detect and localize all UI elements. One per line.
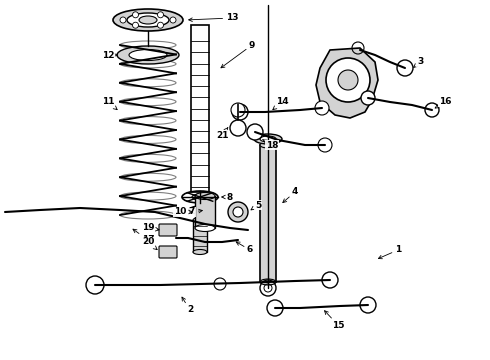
Circle shape bbox=[228, 202, 248, 222]
Circle shape bbox=[132, 22, 139, 28]
Ellipse shape bbox=[260, 142, 276, 148]
Circle shape bbox=[233, 207, 243, 217]
Ellipse shape bbox=[192, 194, 208, 200]
Polygon shape bbox=[316, 48, 378, 118]
Bar bbox=[193, 220, 207, 252]
Ellipse shape bbox=[129, 49, 167, 60]
Ellipse shape bbox=[260, 136, 276, 142]
Text: 8: 8 bbox=[221, 193, 233, 202]
Circle shape bbox=[338, 70, 358, 90]
Circle shape bbox=[425, 103, 439, 117]
Text: 21: 21 bbox=[216, 128, 228, 139]
Text: 4: 4 bbox=[283, 188, 298, 203]
Text: 6: 6 bbox=[236, 242, 253, 255]
Ellipse shape bbox=[189, 206, 211, 214]
Text: 1: 1 bbox=[378, 246, 401, 259]
Circle shape bbox=[170, 17, 176, 23]
Text: 9: 9 bbox=[221, 40, 255, 68]
Ellipse shape bbox=[195, 193, 215, 199]
Text: 20: 20 bbox=[142, 238, 157, 249]
Text: 17: 17 bbox=[133, 229, 154, 244]
Ellipse shape bbox=[193, 249, 207, 255]
Ellipse shape bbox=[127, 13, 169, 27]
FancyBboxPatch shape bbox=[159, 246, 177, 258]
Text: 3: 3 bbox=[414, 58, 423, 67]
Circle shape bbox=[247, 124, 263, 140]
Text: 10: 10 bbox=[174, 207, 192, 216]
Text: 5: 5 bbox=[251, 201, 261, 210]
Ellipse shape bbox=[195, 225, 215, 231]
FancyBboxPatch shape bbox=[159, 224, 177, 236]
Circle shape bbox=[232, 104, 248, 120]
Text: 18: 18 bbox=[263, 140, 278, 149]
Text: 2: 2 bbox=[182, 297, 193, 315]
Text: 13: 13 bbox=[189, 13, 238, 22]
Text: 16: 16 bbox=[435, 98, 451, 108]
Ellipse shape bbox=[139, 16, 157, 24]
Bar bbox=[195, 196, 215, 228]
Circle shape bbox=[361, 91, 375, 105]
Circle shape bbox=[157, 12, 164, 18]
Text: 14: 14 bbox=[273, 98, 288, 110]
Text: 7: 7 bbox=[189, 207, 202, 216]
Ellipse shape bbox=[113, 9, 183, 31]
Circle shape bbox=[326, 58, 370, 102]
Ellipse shape bbox=[260, 279, 276, 285]
Circle shape bbox=[230, 120, 246, 136]
Circle shape bbox=[132, 12, 139, 18]
Ellipse shape bbox=[254, 134, 282, 144]
Text: 15: 15 bbox=[324, 311, 344, 329]
Text: 19: 19 bbox=[142, 224, 159, 233]
Circle shape bbox=[318, 138, 332, 152]
Ellipse shape bbox=[117, 46, 179, 64]
Bar bbox=[260, 145, 276, 282]
Circle shape bbox=[231, 103, 245, 117]
Text: 12: 12 bbox=[102, 50, 118, 59]
Text: 11: 11 bbox=[102, 98, 117, 110]
Circle shape bbox=[315, 101, 329, 115]
Bar bbox=[191, 25, 209, 192]
Circle shape bbox=[120, 17, 126, 23]
Ellipse shape bbox=[193, 217, 207, 222]
Circle shape bbox=[157, 22, 164, 28]
